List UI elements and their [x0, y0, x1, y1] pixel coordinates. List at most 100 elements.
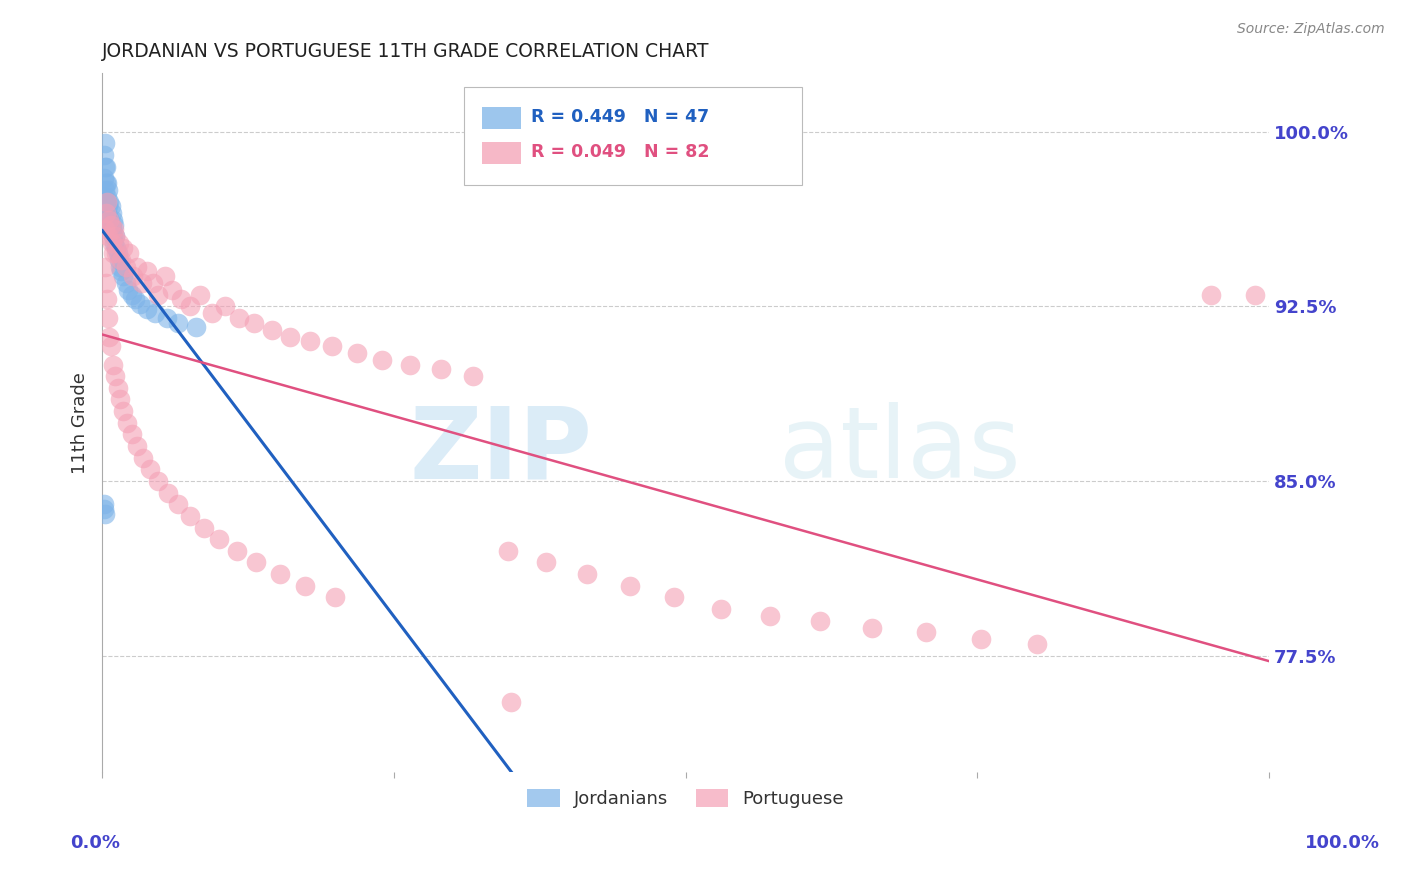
Point	[98, 329, 121, 343]
Point	[808, 614, 831, 628]
Point	[269, 567, 291, 582]
Point	[179, 508, 201, 523]
Point	[131, 276, 153, 290]
Point	[101, 358, 124, 372]
Point	[323, 591, 346, 605]
Point	[107, 381, 129, 395]
Point	[121, 287, 143, 301]
Point	[299, 334, 322, 349]
Point	[1025, 637, 1047, 651]
Point	[135, 264, 157, 278]
Point	[169, 293, 191, 307]
Point	[93, 190, 115, 204]
Point	[94, 183, 117, 197]
Point	[208, 532, 231, 546]
Point	[429, 362, 451, 376]
Point	[94, 206, 117, 220]
Point	[100, 206, 122, 220]
Point	[100, 218, 122, 232]
Point	[114, 276, 136, 290]
Point	[499, 695, 522, 709]
Point	[101, 245, 124, 260]
Point	[101, 213, 124, 227]
Point	[94, 276, 117, 290]
Point	[104, 229, 127, 244]
Text: JORDANIAN VS PORTUGUESE 11TH GRADE CORRELATION CHART: JORDANIAN VS PORTUGUESE 11TH GRADE CORRE…	[103, 42, 710, 61]
Point	[93, 502, 115, 516]
Point	[148, 474, 170, 488]
Point	[148, 287, 170, 301]
Point	[100, 339, 122, 353]
Point	[94, 136, 117, 151]
Point	[758, 609, 780, 624]
Point	[184, 320, 207, 334]
Point	[167, 497, 190, 511]
Point	[94, 160, 117, 174]
Point	[121, 268, 143, 283]
Point	[103, 218, 125, 232]
Point	[105, 245, 128, 260]
Point	[94, 260, 117, 274]
Point	[103, 236, 125, 251]
Point	[97, 229, 120, 244]
Point	[575, 567, 598, 582]
Point	[112, 268, 135, 283]
Point	[94, 222, 117, 236]
Point	[97, 218, 120, 232]
Point	[104, 369, 127, 384]
Point	[243, 316, 266, 330]
FancyBboxPatch shape	[481, 107, 522, 129]
Point	[112, 404, 135, 418]
Point	[107, 252, 129, 267]
Point	[498, 544, 520, 558]
Point	[371, 352, 394, 367]
Point	[94, 160, 117, 174]
Point	[915, 625, 938, 640]
Point	[100, 236, 122, 251]
Point	[124, 293, 146, 307]
Point	[260, 323, 283, 337]
Point	[94, 194, 117, 209]
Point	[399, 358, 422, 372]
Point	[278, 329, 301, 343]
Point	[534, 556, 557, 570]
Point	[321, 339, 343, 353]
Point	[619, 579, 641, 593]
Y-axis label: 11th Grade: 11th Grade	[72, 372, 89, 474]
Point	[179, 299, 201, 313]
Point	[98, 213, 121, 227]
Point	[97, 310, 120, 325]
Point	[103, 222, 125, 236]
Point	[98, 194, 121, 209]
Point	[225, 544, 247, 558]
Point	[96, 293, 118, 307]
Point	[1244, 287, 1267, 301]
Text: ZIP: ZIP	[409, 402, 592, 500]
Point	[662, 591, 685, 605]
Point	[156, 485, 179, 500]
Text: R = 0.049   N = 82: R = 0.049 N = 82	[530, 144, 709, 161]
Point	[112, 241, 135, 255]
Point	[143, 306, 166, 320]
Point	[135, 301, 157, 316]
Point	[96, 176, 118, 190]
Point	[1199, 287, 1222, 301]
Point	[190, 287, 212, 301]
FancyBboxPatch shape	[481, 142, 522, 164]
Point	[201, 306, 224, 320]
Point	[96, 190, 118, 204]
Point	[96, 194, 118, 209]
Text: R = 0.449   N = 47: R = 0.449 N = 47	[530, 109, 709, 127]
Point	[94, 176, 117, 190]
Point	[121, 427, 143, 442]
Point	[128, 297, 150, 311]
Point	[94, 213, 117, 227]
Legend: Jordanians, Portuguese: Jordanians, Portuguese	[520, 781, 851, 815]
Point	[245, 556, 267, 570]
Point	[101, 229, 124, 244]
Point	[110, 264, 132, 278]
Point	[98, 211, 121, 225]
Point	[463, 369, 485, 384]
Point	[94, 507, 117, 521]
Point	[97, 183, 120, 197]
